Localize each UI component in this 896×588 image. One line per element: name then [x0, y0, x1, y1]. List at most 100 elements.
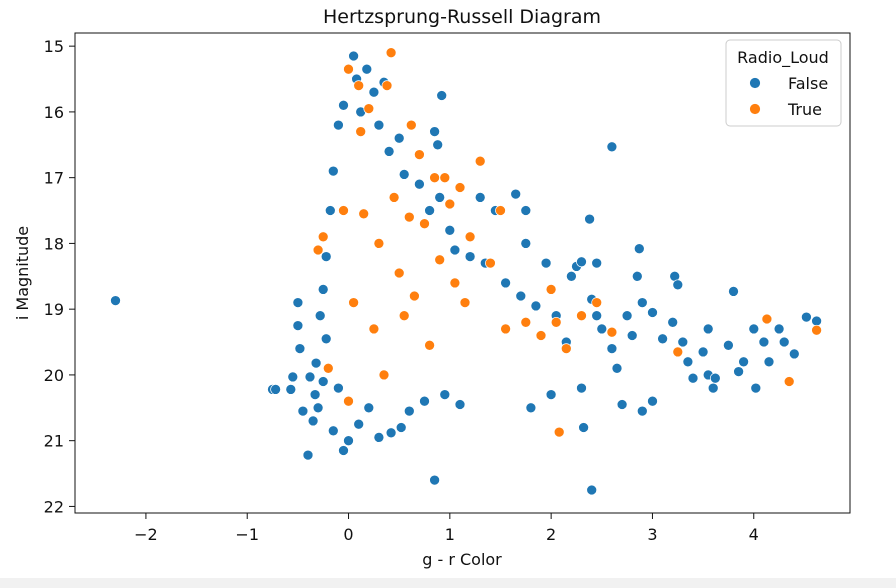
data-point-false — [682, 356, 694, 368]
x-axis: −2 −1 0 1 2 3 4 — [134, 513, 759, 544]
data-point-true — [363, 103, 375, 114]
data-point-false — [432, 139, 444, 151]
data-point-true — [424, 339, 435, 351]
data-point-true — [312, 244, 324, 256]
y-tick-label: 18 — [44, 234, 64, 253]
data-point-false — [566, 270, 577, 282]
data-point-false — [709, 372, 721, 384]
x-axis-label: g - r Color — [422, 550, 502, 569]
data-point-false — [317, 284, 329, 295]
y-tick-label: 22 — [44, 497, 64, 516]
data-point-false — [373, 432, 385, 443]
data-point-false — [414, 178, 425, 190]
data-point-false — [515, 290, 527, 302]
y-tick-label: 17 — [44, 169, 64, 188]
data-point-false — [327, 165, 339, 177]
data-point-false — [584, 213, 595, 225]
data-point-false — [591, 310, 603, 322]
data-point-false — [110, 295, 121, 306]
data-point-false — [292, 320, 304, 331]
data-point-true — [500, 323, 511, 335]
data-point-false — [393, 132, 405, 144]
data-point-false — [657, 333, 668, 345]
data-point-false — [333, 119, 344, 131]
data-point-false — [287, 371, 299, 383]
data-point-false — [500, 277, 511, 289]
data-point-false — [520, 205, 532, 216]
data-point-false — [398, 169, 410, 180]
data-point-true — [398, 310, 410, 322]
y-axis-label: i Magnitude — [13, 226, 32, 320]
data-point-false — [702, 323, 714, 335]
data-point-true — [449, 277, 461, 289]
data-point-true — [355, 126, 367, 137]
data-point-true — [419, 218, 430, 230]
data-point-false — [309, 389, 321, 400]
data-point-false — [738, 356, 749, 368]
x-tick-label: 4 — [749, 525, 759, 544]
data-point-true — [388, 192, 400, 203]
legend-marker-true — [749, 103, 761, 115]
data-point-true — [405, 119, 417, 131]
y-tick-label: 16 — [44, 103, 64, 122]
legend: Radio_Loud False True — [725, 39, 842, 127]
data-point-false — [383, 146, 395, 157]
data-point-false — [633, 243, 645, 255]
data-point-false — [758, 336, 770, 348]
data-point-true — [393, 267, 405, 279]
data-point-true — [560, 343, 572, 354]
y-tick-label: 19 — [44, 300, 64, 319]
data-point-false — [419, 395, 430, 407]
data-point-false — [395, 422, 407, 433]
data-point-false — [474, 192, 486, 203]
data-point-false — [586, 484, 598, 496]
legend-marker-false — [749, 77, 761, 89]
data-point-true — [373, 238, 385, 249]
data-point-false — [621, 310, 633, 322]
data-point-false — [576, 256, 587, 268]
data-point-true — [761, 313, 773, 325]
data-point-true — [454, 182, 466, 193]
data-point-false — [677, 336, 689, 348]
data-point-false — [320, 251, 332, 262]
data-point-false — [429, 474, 440, 486]
data-point-false — [348, 50, 359, 62]
legend-label-false: False — [788, 74, 828, 93]
data-point-false — [361, 63, 373, 75]
data-point-true — [434, 254, 446, 266]
legend-label-true: True — [787, 100, 822, 119]
data-point-true — [672, 346, 684, 358]
data-point-true — [535, 330, 547, 341]
data-point-false — [338, 445, 349, 456]
data-point-true — [343, 395, 354, 407]
data-point-false — [591, 257, 603, 269]
data-point-false — [373, 119, 385, 131]
x-tick-label: 0 — [343, 525, 353, 544]
data-point-false — [616, 399, 628, 410]
data-point-true — [811, 324, 822, 336]
data-point-true — [485, 257, 496, 269]
data-point-true — [606, 326, 618, 338]
data-point-false — [631, 270, 643, 282]
data-point-true — [343, 63, 354, 75]
data-point-false — [525, 402, 537, 414]
data-point-false — [606, 141, 618, 153]
data-point-false — [636, 405, 648, 417]
x-tick-label: 3 — [647, 525, 657, 544]
data-point-true — [403, 211, 415, 223]
data-point-false — [285, 384, 297, 395]
data-point-false — [292, 297, 304, 308]
data-point-false — [343, 435, 354, 447]
data-point-false — [707, 382, 719, 394]
data-point-true — [439, 172, 451, 184]
data-point-false — [464, 251, 476, 262]
chart-title: Hertzsprung-Russell Diagram — [323, 6, 601, 28]
data-point-false — [545, 389, 557, 400]
data-point-false — [667, 316, 679, 328]
data-point-false — [434, 192, 446, 203]
data-point-false — [333, 382, 344, 394]
y-tick-label: 21 — [44, 432, 64, 451]
data-point-false — [368, 86, 380, 98]
